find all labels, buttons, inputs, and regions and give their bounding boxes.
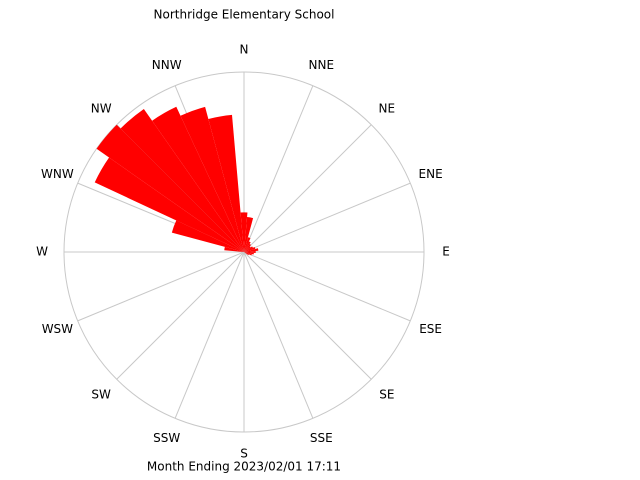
direction-label: WSW bbox=[42, 322, 73, 336]
spoke bbox=[243, 85, 314, 253]
direction-label: NNW bbox=[152, 58, 182, 72]
wedge bbox=[152, 106, 244, 252]
wedge bbox=[244, 252, 249, 256]
spoke bbox=[243, 251, 314, 419]
wedge bbox=[244, 252, 252, 256]
spoke bbox=[116, 251, 245, 380]
spoke bbox=[243, 124, 372, 253]
chart-title: Northridge Elementary School bbox=[154, 8, 335, 22]
wedge bbox=[96, 124, 244, 252]
direction-label: NE bbox=[379, 102, 396, 116]
wedge bbox=[244, 246, 251, 252]
wedge bbox=[244, 241, 251, 252]
wedge bbox=[171, 220, 244, 252]
outer-ring bbox=[63, 71, 425, 433]
wedge bbox=[224, 246, 244, 252]
wedge bbox=[244, 252, 254, 255]
wedge bbox=[244, 243, 252, 252]
wedge bbox=[244, 217, 254, 252]
direction-label: NNE bbox=[309, 58, 335, 72]
wedge bbox=[244, 237, 251, 252]
direction-label: S bbox=[240, 447, 248, 461]
wedge bbox=[240, 212, 248, 252]
wedge bbox=[244, 246, 253, 252]
direction-label: E bbox=[442, 245, 450, 259]
direction-label: ENE bbox=[419, 167, 443, 181]
direction-label: WNW bbox=[41, 167, 74, 181]
spoke bbox=[243, 251, 372, 380]
wedge bbox=[244, 248, 259, 252]
direction-label: N bbox=[240, 43, 249, 57]
spoke bbox=[243, 182, 411, 253]
wedge bbox=[244, 250, 256, 254]
wedge bbox=[94, 157, 244, 252]
wedge bbox=[208, 114, 244, 252]
direction-label: SSE bbox=[310, 431, 333, 445]
direction-label: SW bbox=[91, 387, 111, 401]
spoke bbox=[174, 251, 245, 419]
direction-label: NW bbox=[91, 102, 112, 116]
direction-label: SSW bbox=[153, 431, 180, 445]
chart-subtitle: Month Ending 2023/02/01 17:11 bbox=[147, 460, 341, 474]
direction-label: W bbox=[36, 245, 48, 259]
wedge bbox=[120, 108, 244, 253]
direction-label: SE bbox=[379, 387, 394, 401]
wedge bbox=[244, 247, 256, 252]
direction-label: ESE bbox=[419, 322, 442, 336]
spoke bbox=[77, 251, 245, 322]
spoke bbox=[243, 251, 411, 322]
wedge bbox=[180, 106, 244, 252]
